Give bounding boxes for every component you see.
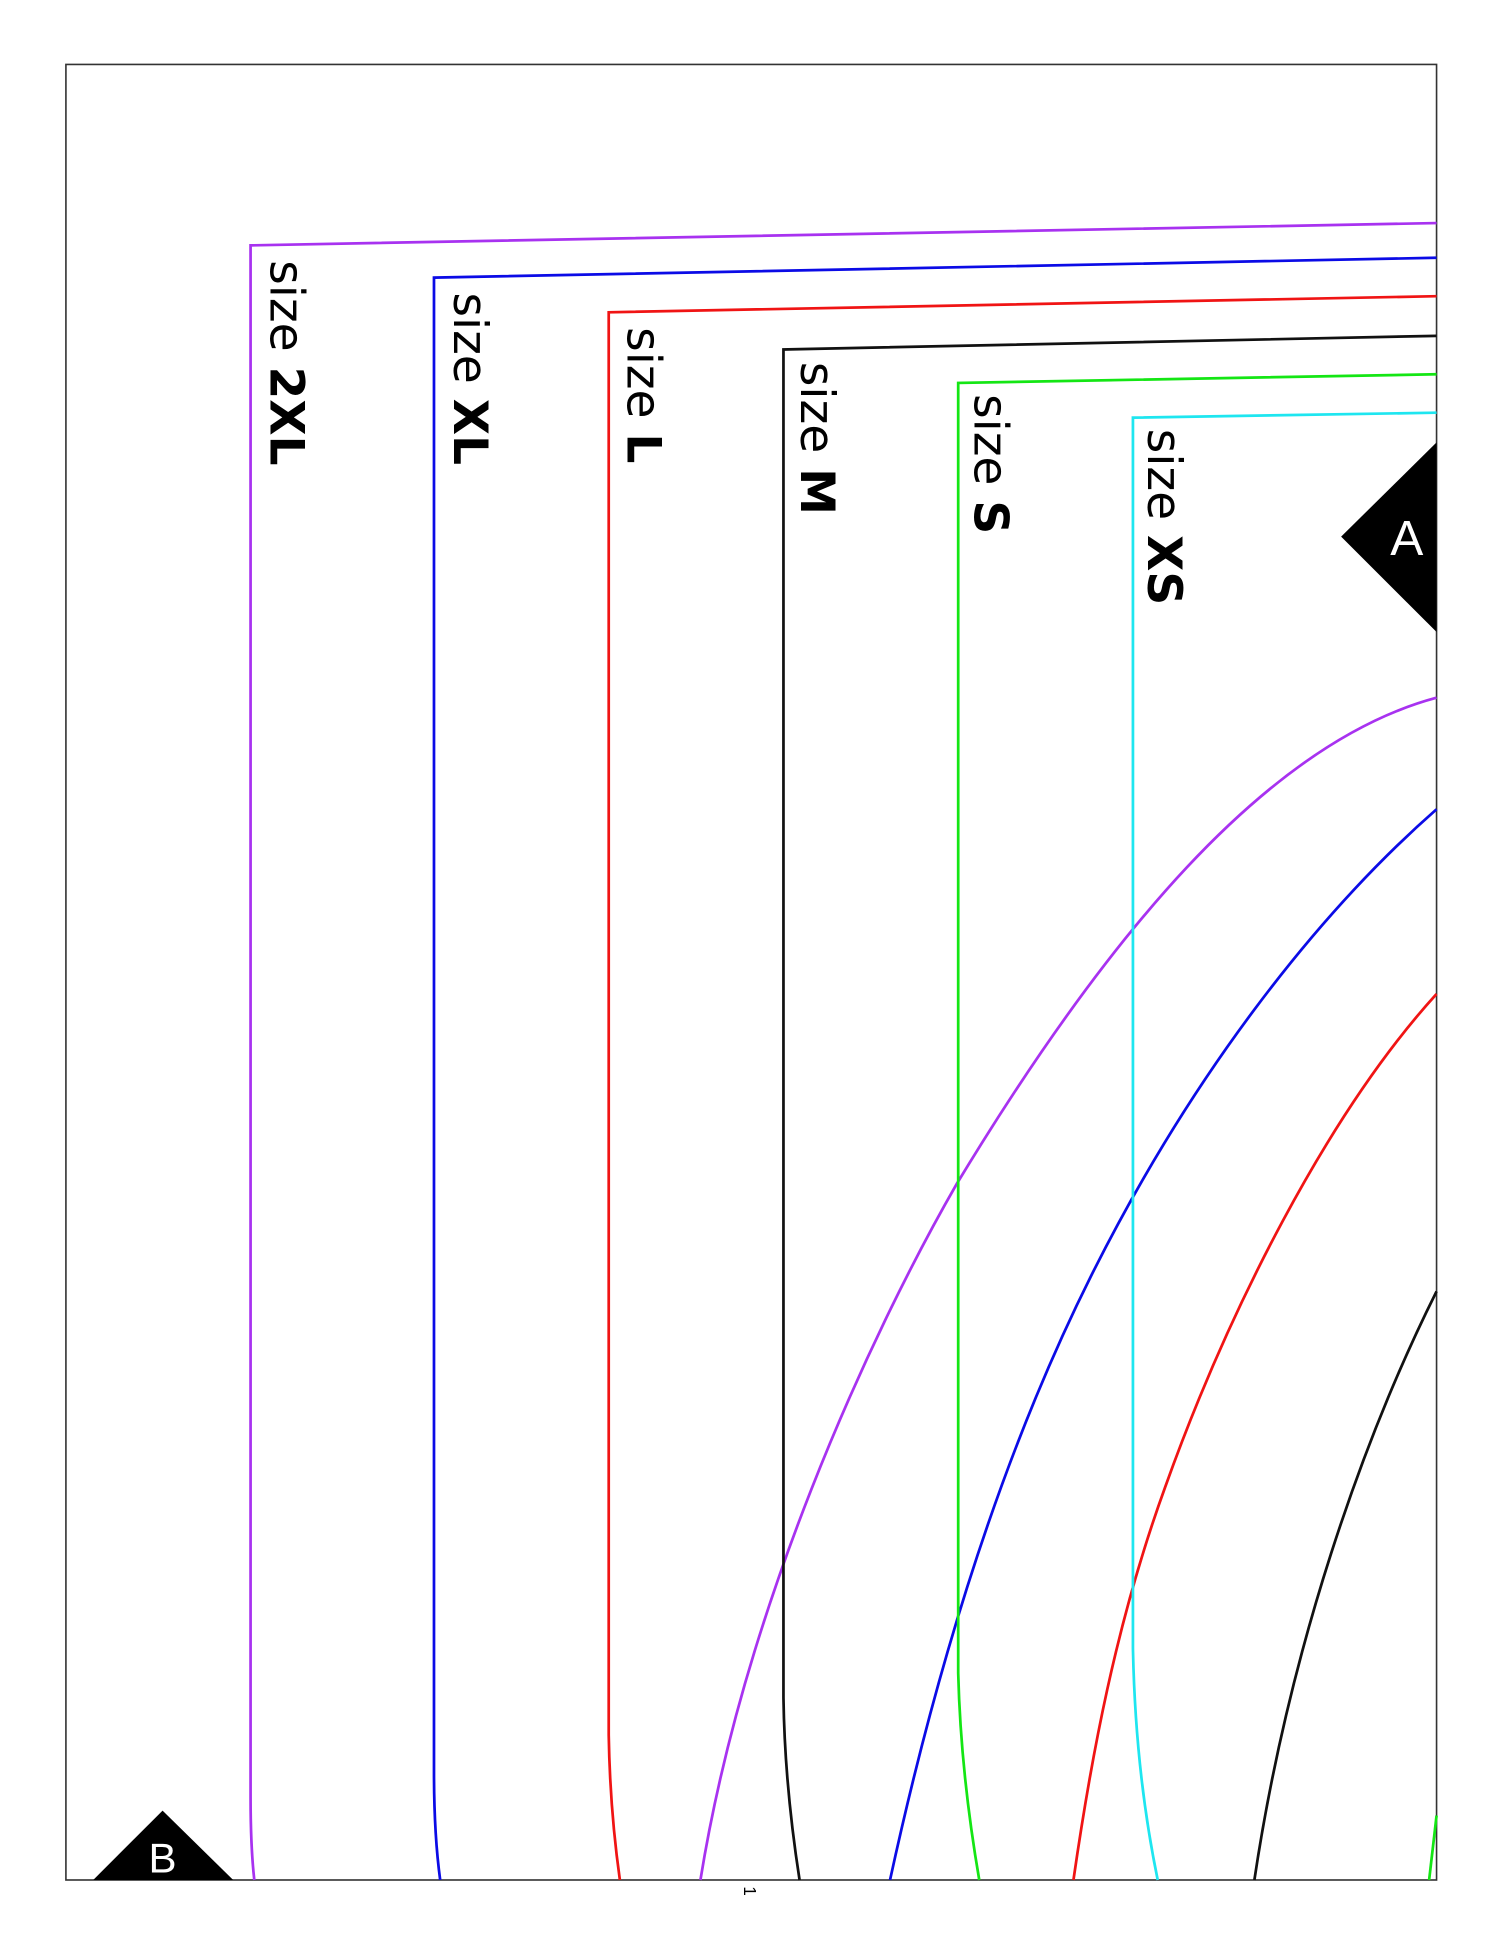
label-size-xs: size XS <box>1136 429 1191 605</box>
curve-xl <box>888 808 1438 1881</box>
marker-a-diamond-icon <box>1341 442 1437 633</box>
outline-s <box>956 372 1437 1881</box>
outline-m <box>782 334 1437 1881</box>
curve-m <box>1253 1290 1438 1881</box>
label-size-2xl: size 2XL <box>258 260 313 465</box>
marker-b-label: B <box>149 1835 177 1882</box>
outline-l <box>607 294 1437 1881</box>
curve-l <box>1072 992 1438 1881</box>
label-size-l: size L <box>615 327 670 463</box>
page-frame <box>65 63 1438 1881</box>
marker-a-label: A <box>1390 510 1423 566</box>
curve-s <box>1427 1815 1438 1881</box>
marker-b-triangle-icon <box>93 1810 234 1880</box>
label-size-xl: size XL <box>442 292 497 465</box>
outline-xs <box>1131 411 1437 1881</box>
label-size-m: size M <box>789 362 844 515</box>
outline-xl <box>432 256 1437 1881</box>
label-size-s: size S <box>962 394 1017 534</box>
page-number: 1 <box>740 1886 760 1896</box>
curve-2xl <box>699 696 1437 1881</box>
outline-2xl <box>249 221 1437 1881</box>
